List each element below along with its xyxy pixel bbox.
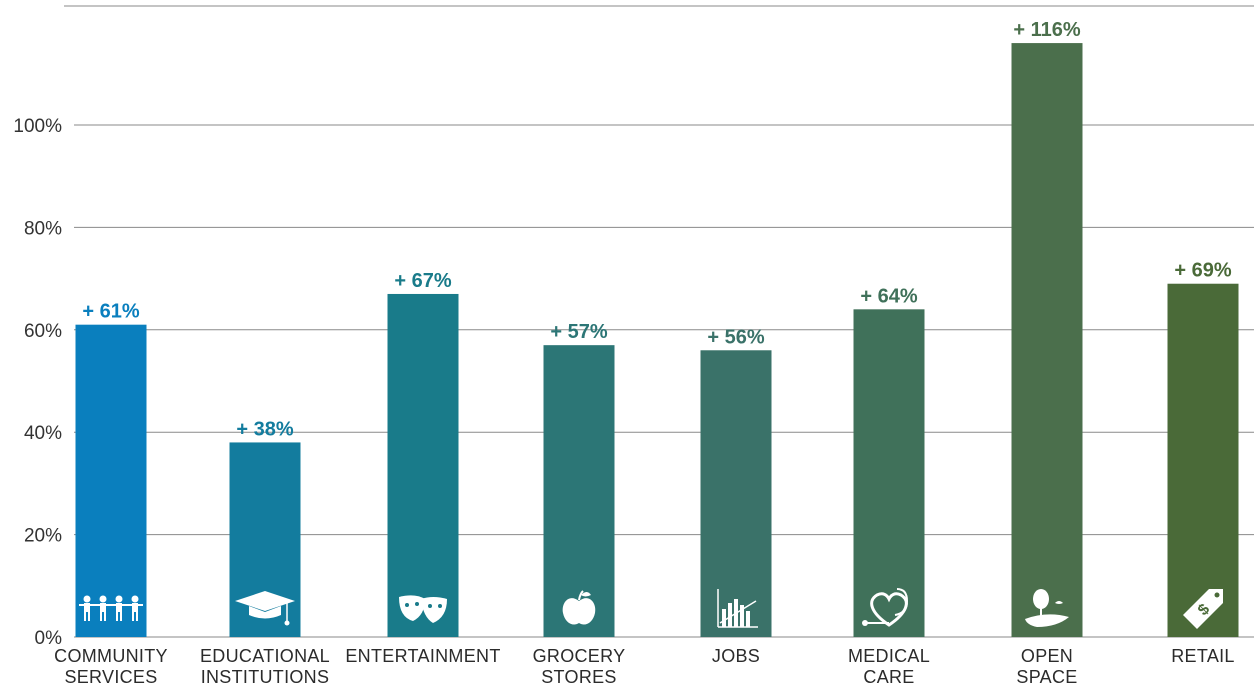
data-labels: + 61% + 38% + 67% + 57% + 56% + 64% + 116% + 69… (82, 19, 1231, 440)
data-label: + 61% (82, 301, 139, 323)
y-tick-label: 20% (24, 526, 62, 547)
apple-icon (562, 590, 596, 625)
stethoscope-heart-icon (862, 588, 909, 627)
y-tick-label: 100% (13, 116, 62, 137)
category-label: MEDICAL CARE (848, 646, 930, 687)
y-tick-label: 60% (24, 321, 62, 342)
data-label: + 67% (394, 270, 451, 292)
people-icon (79, 595, 143, 621)
data-label: + 116% (1013, 19, 1081, 41)
price-tag-icon: $ (1183, 589, 1223, 629)
bar-icons: $ (79, 588, 1223, 629)
data-label: + 69% (1174, 260, 1231, 282)
bar (75, 324, 147, 637)
category-label: EDUCATIONAL INSTITUTIONS (200, 646, 330, 687)
bar (700, 350, 772, 637)
theater-masks-icon (399, 595, 447, 623)
graduation-cap-icon (235, 591, 295, 626)
bar (853, 309, 925, 637)
data-label: + 57% (550, 321, 607, 343)
y-tick-label: 80% (24, 218, 62, 239)
category-label: ENTERTAINMENT (345, 646, 500, 666)
bar (1167, 283, 1239, 637)
category-label: OPEN SPACE (1016, 646, 1077, 687)
data-label: + 64% (860, 285, 917, 307)
category-labels: COMMUNITY SERVICES EDUCATIONAL INSTITUTIONS… (54, 646, 1234, 687)
y-tick-label: 0% (35, 628, 63, 649)
bar-chart-icon (717, 589, 758, 628)
category-label: COMMUNITY SERVICES (54, 646, 168, 687)
y-axis-tick-labels: 0% 20% 40% 60% 80% 100% (13, 116, 62, 649)
y-tick-label: 40% (24, 423, 62, 444)
data-label: + 38% (236, 418, 293, 440)
category-label: JOBS (712, 646, 760, 666)
category-label: RETAIL (1171, 646, 1234, 666)
bar (543, 345, 615, 637)
category-label: GROCERY STORES (533, 646, 626, 687)
bars (75, 43, 1239, 637)
bar (387, 293, 459, 637)
tree-landscape-icon (1025, 589, 1069, 627)
bar (1011, 43, 1083, 637)
data-label: + 56% (707, 326, 764, 348)
